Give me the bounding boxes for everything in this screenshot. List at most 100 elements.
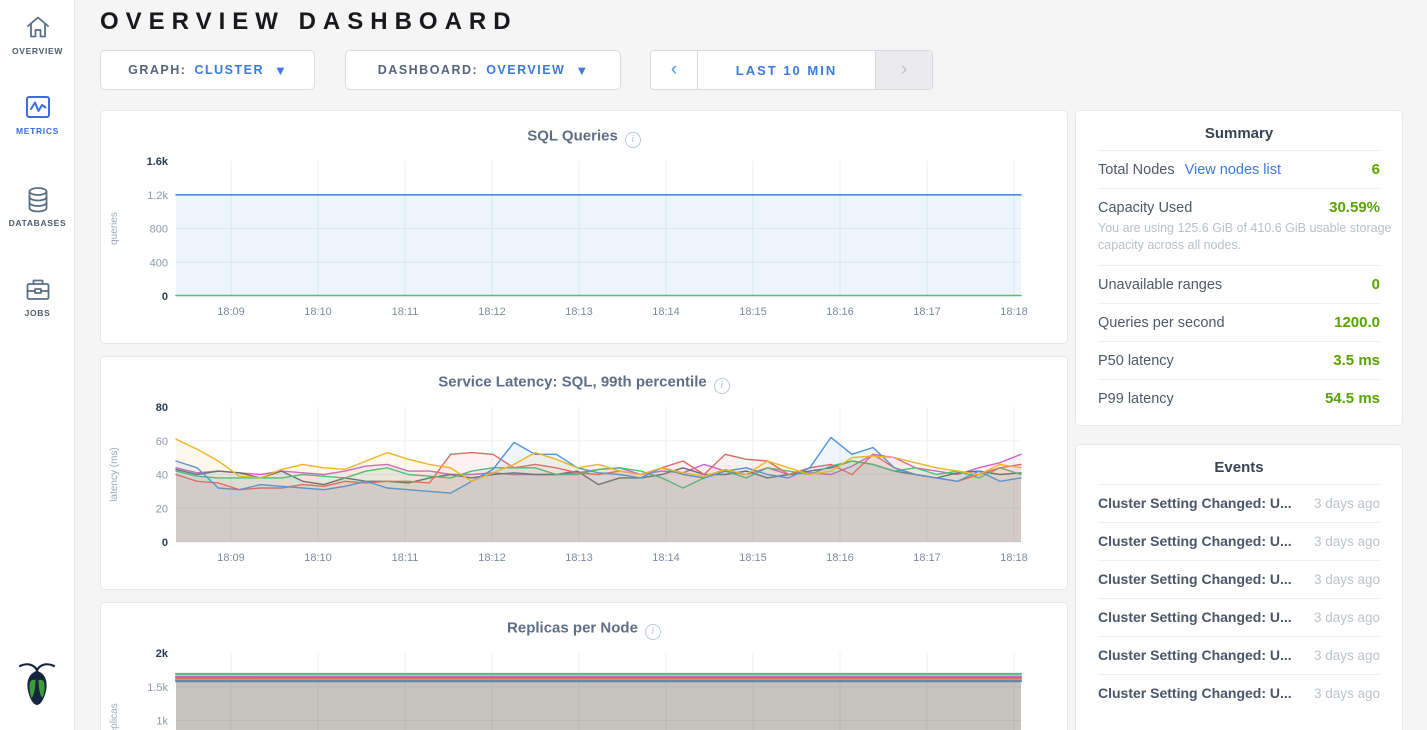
summary-value: 0 xyxy=(1371,275,1380,293)
svg-text:queries: queries xyxy=(109,212,120,245)
home-icon xyxy=(24,14,52,40)
summary-row-capacity: Capacity Used 30.59% You are using 125.6… xyxy=(1098,188,1392,265)
chart-title: SQL Queries xyxy=(527,127,618,145)
svg-text:60: 60 xyxy=(156,436,168,448)
info-icon[interactable]: i xyxy=(713,378,730,394)
svg-text:1.5k: 1.5k xyxy=(147,682,168,694)
event-text: Cluster Setting Changed: U... xyxy=(1098,495,1292,511)
time-range-value[interactable]: LAST 10 MIN xyxy=(735,62,838,78)
chevron-down-icon: ▼ xyxy=(273,62,287,78)
event-timestamp: 3 days ago xyxy=(1313,686,1380,701)
events-title: Events xyxy=(1214,458,1264,476)
right-column: Summary Total Nodes View nodes list 6 Ca… xyxy=(1075,110,1403,730)
event-row[interactable]: Cluster Setting Changed: U... 3 days ago xyxy=(1098,559,1380,598)
sidebar-item-label: METRICS xyxy=(15,126,59,136)
svg-text:18:18: 18:18 xyxy=(1000,552,1028,564)
svg-text:replicas: replicas xyxy=(109,703,120,730)
svg-text:18:11: 18:11 xyxy=(392,552,419,564)
sidebar-item-label: JOBS xyxy=(24,308,51,318)
controls-bar: GRAPH: CLUSTER ▼ DASHBOARD: OVERVIEW ▼ ‹… xyxy=(100,50,933,90)
sidebar-item-overview[interactable]: OVERVIEW xyxy=(0,0,75,66)
page-title: OVERVIEW DASHBOARD xyxy=(100,8,518,35)
time-range-prev-button[interactable]: ‹ xyxy=(651,51,698,89)
svg-text:18:09: 18:09 xyxy=(217,306,245,318)
svg-text:18:13: 18:13 xyxy=(565,552,593,564)
database-icon xyxy=(24,186,52,213)
sidebar-item-jobs[interactable]: JOBS xyxy=(0,262,75,328)
svg-text:18:15: 18:15 xyxy=(739,306,767,318)
charts-column: SQL Queries i 18:09 18:10 18:11 18:12 18:13 18… xyxy=(100,110,1068,730)
summary-value: 6 xyxy=(1371,161,1380,178)
chevron-right-icon: › xyxy=(900,59,908,80)
svg-text:18:17: 18:17 xyxy=(913,552,941,564)
svg-text:18:17: 18:17 xyxy=(913,306,941,318)
event-timestamp: 3 days ago xyxy=(1313,610,1380,625)
svg-text:0: 0 xyxy=(162,537,168,549)
event-text: Cluster Setting Changed: U... xyxy=(1098,647,1292,663)
summary-value: 3.5 ms xyxy=(1333,351,1380,369)
event-text: Cluster Setting Changed: U... xyxy=(1098,533,1292,549)
dashboard-dropdown-value: OVERVIEW xyxy=(486,63,566,77)
time-range-next-button[interactable]: › xyxy=(875,51,932,89)
event-row[interactable]: Cluster Setting Changed: U... 3 days ago xyxy=(1098,635,1380,674)
svg-text:400: 400 xyxy=(150,257,168,269)
summary-value: 30.59% xyxy=(1329,199,1380,216)
svg-text:2k: 2k xyxy=(156,648,169,660)
summary-row-unavailable-ranges: Unavailable ranges 0 xyxy=(1098,264,1380,303)
summary-label: Capacity Used xyxy=(1098,200,1193,216)
summary-value: 1200.0 xyxy=(1334,313,1380,331)
svg-text:18:14: 18:14 xyxy=(652,306,680,318)
summary-row-qps: Queries per second 1200.0 xyxy=(1098,302,1380,341)
svg-text:18:15: 18:15 xyxy=(739,552,767,564)
summary-value: 54.5 ms xyxy=(1324,389,1380,407)
svg-text:1.2k: 1.2k xyxy=(147,190,168,202)
svg-text:18:16: 18:16 xyxy=(826,552,854,564)
svg-text:80: 80 xyxy=(156,402,168,414)
graph-dropdown[interactable]: GRAPH: CLUSTER ▼ xyxy=(100,50,315,90)
svg-text:18:11: 18:11 xyxy=(392,306,419,318)
sql-queries-chart-card: SQL Queries i 18:09 18:10 18:11 18:12 18:13 18… xyxy=(100,110,1068,344)
chevron-down-icon: ▼ xyxy=(575,62,589,78)
svg-text:18:10: 18:10 xyxy=(304,552,332,564)
event-timestamp: 3 days ago xyxy=(1313,572,1380,587)
summary-row-p99: P99 latency 54.5 ms xyxy=(1098,378,1380,417)
svg-text:0: 0 xyxy=(162,291,168,303)
svg-text:18:16: 18:16 xyxy=(826,306,854,318)
metrics-icon xyxy=(24,94,52,120)
graph-dropdown-value: CLUSTER xyxy=(194,63,264,77)
sidebar-item-label: OVERVIEW xyxy=(11,46,64,56)
event-row[interactable]: Cluster Setting Changed: U... 3 days ago xyxy=(1098,597,1380,636)
time-range-selector: ‹ LAST 10 MIN › xyxy=(650,50,933,90)
events-panel: Events Cluster Setting Changed: U... 3 d… xyxy=(1075,443,1403,730)
svg-text:18:13: 18:13 xyxy=(565,306,593,318)
svg-text:18:09: 18:09 xyxy=(217,552,245,564)
event-row[interactable]: Cluster Setting Changed: U... 3 days ago xyxy=(1098,673,1380,712)
svg-text:1k: 1k xyxy=(156,716,168,728)
event-text: Cluster Setting Changed: U... xyxy=(1098,609,1292,625)
info-icon[interactable]: i xyxy=(644,624,661,640)
cockroachdb-logo[interactable] xyxy=(14,658,60,708)
sidebar-item-metrics[interactable]: METRICS xyxy=(0,80,75,146)
sql-queries-chart[interactable]: 18:09 18:10 18:11 18:12 18:13 18:14 18:15 18:16… xyxy=(101,151,1041,329)
svg-text:latency (ms): latency (ms) xyxy=(109,447,120,501)
event-row[interactable]: Cluster Setting Changed: U... 3 days ago xyxy=(1098,521,1380,560)
svg-text:18:14: 18:14 xyxy=(652,552,680,564)
svg-text:18:10: 18:10 xyxy=(304,306,332,318)
svg-text:20: 20 xyxy=(156,503,168,515)
content-area: OVERVIEW DASHBOARD GRAPH: CLUSTER ▼ DASH… xyxy=(75,0,1427,730)
summary-row-p50: P50 latency 3.5 ms xyxy=(1098,340,1380,379)
event-timestamp: 3 days ago xyxy=(1313,534,1380,549)
view-nodes-list-link[interactable]: View nodes list xyxy=(1184,162,1282,178)
sidebar: OVERVIEW METRICS DATABASES xyxy=(0,0,75,730)
replicas-per-node-chart[interactable]: 18:0918:1018:1118:1218:1318:1418:1518:16… xyxy=(101,643,1041,730)
service-latency-chart-card: Service Latency: SQL, 99th percentile i 1… xyxy=(100,356,1068,590)
sidebar-item-databases[interactable]: DATABASES xyxy=(0,172,75,238)
summary-label: P50 latency xyxy=(1098,352,1174,369)
svg-text:800: 800 xyxy=(150,224,168,236)
dashboard-dropdown[interactable]: DASHBOARD: OVERVIEW ▼ xyxy=(345,50,621,90)
service-latency-chart[interactable]: 18:09 18:10 18:11 18:12 18:13 18:14 18:15 18:16… xyxy=(101,397,1041,575)
event-row[interactable]: Cluster Setting Changed: U... 3 days ago xyxy=(1098,483,1380,522)
info-icon[interactable]: i xyxy=(624,132,641,148)
sidebar-item-label: DATABASES xyxy=(8,218,67,228)
summary-label: Queries per second xyxy=(1098,314,1225,331)
